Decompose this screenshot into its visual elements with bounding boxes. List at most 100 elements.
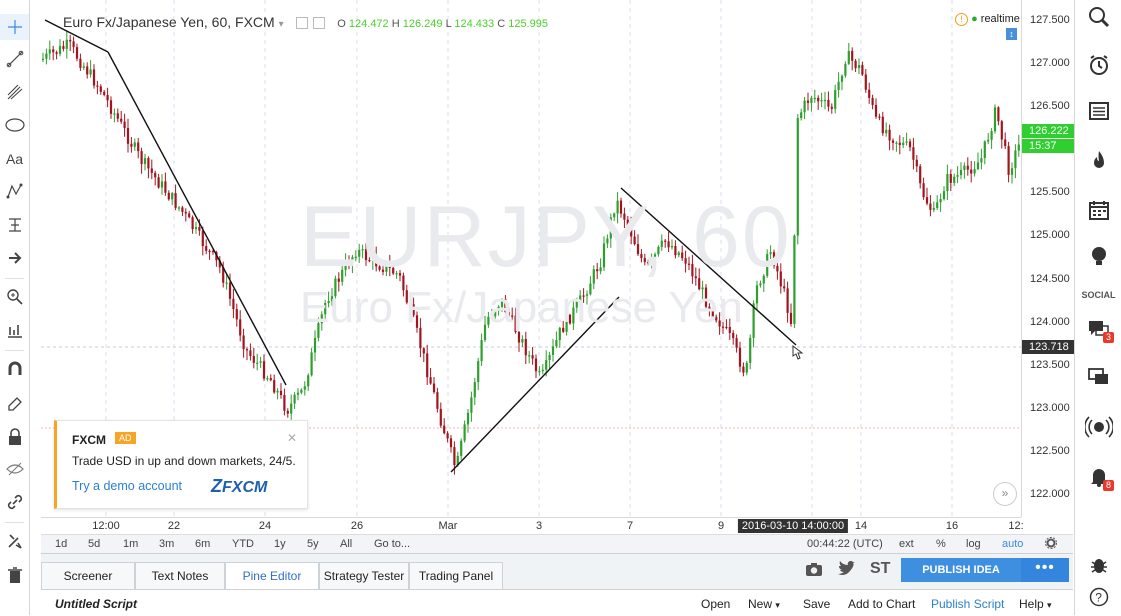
script-name[interactable]: Untitled Script xyxy=(55,597,138,611)
watchlist-icon[interactable] xyxy=(1075,96,1121,126)
ellipse-icon[interactable] xyxy=(0,112,29,138)
time-axis[interactable]: 2016-03-10 14:00:00 12:00 22 24 26 Mar 3 7 9 14 1… xyxy=(41,517,1024,535)
candle-body xyxy=(970,169,973,174)
trend-line-icon[interactable] xyxy=(0,46,29,72)
hide-legend-icon[interactable] xyxy=(313,17,326,30)
range-all[interactable]: All xyxy=(340,538,353,550)
settings-icon[interactable] xyxy=(295,17,308,30)
ad-banner[interactable]: FXCM AD ✕ Trade USD in up and down marke… xyxy=(54,420,308,509)
pitchfork-icon[interactable] xyxy=(0,79,29,105)
candle-body xyxy=(592,269,595,284)
range-3m[interactable]: 3m xyxy=(159,538,175,550)
lock-icon[interactable] xyxy=(0,424,29,450)
search-icon[interactable] xyxy=(1075,2,1121,32)
candle-body xyxy=(738,347,742,367)
log-toggle[interactable]: log xyxy=(966,538,981,550)
private-chat-icon[interactable] xyxy=(1075,362,1121,392)
range-1y[interactable]: 1y xyxy=(274,538,286,550)
twitter-icon[interactable] xyxy=(837,560,855,582)
chart-settings-icon[interactable] xyxy=(1045,537,1057,552)
candle-body xyxy=(137,142,140,152)
candle-body xyxy=(194,227,198,230)
crosshair-icon[interactable] xyxy=(0,14,29,40)
candle-body xyxy=(619,200,623,214)
link-icon[interactable] xyxy=(0,489,29,515)
tab-trading-panel[interactable]: Trading Panel xyxy=(409,562,503,590)
fxcm-logo[interactable]: ZFXCM xyxy=(211,476,267,497)
prediction-tool-icon[interactable] xyxy=(0,212,29,238)
text-tool-icon[interactable]: Aa xyxy=(5,151,24,167)
scroll-arrows-icon[interactable]: ↕ xyxy=(1006,28,1017,40)
alarm-clock-icon[interactable] xyxy=(1075,50,1121,80)
chat-icon[interactable]: 3 xyxy=(1075,314,1121,344)
calendar-icon[interactable] xyxy=(1075,195,1121,225)
new-button[interactable]: New ▾ xyxy=(748,597,780,611)
help-button[interactable]: Help ▾ xyxy=(1019,597,1052,611)
candle-body xyxy=(324,303,327,315)
hide-drawings-icon[interactable] xyxy=(0,456,29,482)
bug-report-icon[interactable] xyxy=(1075,550,1121,580)
candle-body xyxy=(691,263,694,277)
auto-toggle[interactable]: auto xyxy=(1002,538,1024,550)
range-ytd[interactable]: YTD xyxy=(232,538,254,550)
tab-screener[interactable]: Screener xyxy=(41,562,135,590)
candle-body xyxy=(419,327,422,349)
price-chart[interactable] xyxy=(41,0,1021,517)
symbol-title[interactable]: Euro Fx/Japanese Yen, 60, FXCM xyxy=(63,14,275,30)
candle-body xyxy=(568,314,572,324)
candle-body xyxy=(596,269,599,272)
candle-body xyxy=(732,332,735,339)
price-axis[interactable]: 127.500127.000126.500126.000125.500125.0… xyxy=(1021,0,1074,517)
stocktwits-icon[interactable]: ST xyxy=(870,560,891,577)
open-button[interactable]: Open xyxy=(701,597,731,611)
zoom-icon[interactable] xyxy=(0,284,29,310)
candle-body xyxy=(783,286,786,289)
camera-icon[interactable] xyxy=(805,561,823,582)
trash-icon[interactable] xyxy=(0,562,29,588)
scroll-to-realtime-icon[interactable]: » xyxy=(993,482,1017,506)
add-to-chart-button[interactable]: Add to Chart xyxy=(848,597,916,611)
candle-body xyxy=(86,66,89,75)
ext-toggle[interactable]: ext xyxy=(899,538,914,550)
tab-strategy-tester[interactable]: Strategy Tester xyxy=(319,562,409,590)
price-tick-label: 122.500 xyxy=(1030,444,1070,457)
candle-body xyxy=(256,362,259,364)
candle-body xyxy=(262,361,266,379)
notifications-badge: 8 xyxy=(1102,480,1114,491)
candle-body xyxy=(150,168,153,173)
range-1m[interactable]: 1m xyxy=(123,538,139,550)
measure-icon[interactable] xyxy=(0,317,29,343)
publish-script-button[interactable]: Publish Script xyxy=(931,597,1005,611)
symbol-watermark: EURJPY, 60 xyxy=(300,189,792,285)
close-ad-icon[interactable]: ✕ xyxy=(286,431,297,445)
notifications-bell-icon[interactable]: 8 xyxy=(1075,462,1121,492)
warning-icon[interactable]: ! xyxy=(955,13,968,26)
publish-more-button[interactable]: ••• xyxy=(1021,558,1069,582)
tab-pine-editor[interactable]: Pine Editor xyxy=(225,562,319,590)
tools-icon[interactable] xyxy=(0,528,29,554)
range-5y[interactable]: 5y xyxy=(307,538,319,550)
range-6m[interactable]: 6m xyxy=(195,538,211,550)
hotlist-flame-icon[interactable] xyxy=(1075,146,1121,176)
candle-body xyxy=(915,159,918,167)
eraser-icon[interactable] xyxy=(0,390,29,416)
ideas-lightbulb-icon[interactable] xyxy=(1075,242,1121,272)
candle-body xyxy=(432,383,436,393)
candle-body xyxy=(385,264,388,272)
publish-idea-button[interactable]: PUBLISH IDEA xyxy=(901,558,1021,582)
tab-text-notes[interactable]: Text Notes xyxy=(135,562,225,590)
range-5d[interactable]: 5d xyxy=(88,538,101,550)
magnet-icon[interactable] xyxy=(0,356,29,382)
save-button[interactable]: Save xyxy=(803,597,831,611)
ad-cta-link[interactable]: Try a demo account xyxy=(72,479,183,493)
goto-date[interactable]: Go to... xyxy=(374,538,411,550)
help-icon[interactable]: ? xyxy=(1075,582,1121,612)
streams-broadcast-icon[interactable] xyxy=(1075,412,1121,442)
range-1d[interactable]: 1d xyxy=(55,538,68,550)
candle-body xyxy=(113,113,116,115)
percent-toggle[interactable]: % xyxy=(936,538,946,550)
pattern-icon[interactable] xyxy=(0,178,29,204)
candle-body xyxy=(334,278,337,297)
symbol-dropdown-icon[interactable]: ▾ xyxy=(278,19,284,30)
arrow-icon[interactable] xyxy=(0,245,29,271)
